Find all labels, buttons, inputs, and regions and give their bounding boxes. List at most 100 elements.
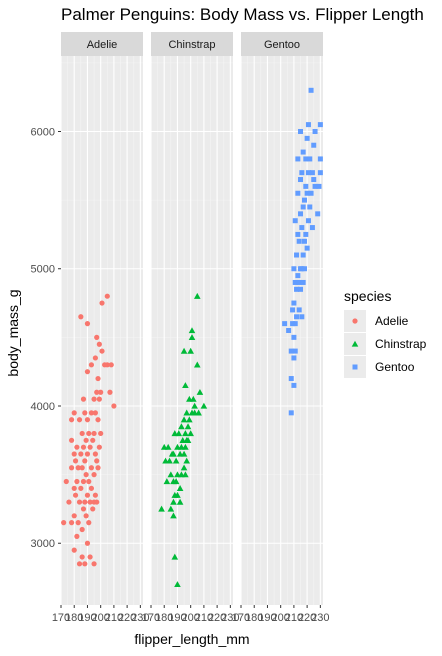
series-gentoo <box>282 87 323 416</box>
data-point <box>315 211 321 217</box>
data-point <box>282 321 288 327</box>
data-point <box>292 321 298 327</box>
data-point <box>87 499 93 505</box>
x-tick-label: 170 <box>232 612 250 624</box>
data-point <box>158 505 165 512</box>
panel-background <box>241 56 323 605</box>
data-point <box>300 204 306 210</box>
data-point <box>317 122 323 128</box>
y-tick-label: 4000 <box>31 401 55 413</box>
data-point <box>79 465 85 471</box>
data-point <box>163 478 171 485</box>
data-point <box>79 526 85 533</box>
data-point <box>316 183 322 189</box>
data-point <box>184 437 192 443</box>
data-point <box>82 499 88 505</box>
data-point <box>288 376 294 382</box>
data-point <box>91 396 97 402</box>
legend-label: Adelie <box>375 314 409 328</box>
data-point <box>95 465 101 471</box>
x-tick-label: 180 <box>155 612 173 624</box>
data-point <box>84 417 91 423</box>
x-tick-label: 220 <box>118 612 136 624</box>
data-point <box>193 361 201 368</box>
data-point <box>182 471 189 478</box>
data-point <box>196 388 204 395</box>
data-point <box>290 321 296 327</box>
data-point <box>295 190 301 196</box>
data-point <box>82 561 88 567</box>
data-point <box>292 218 298 224</box>
data-point <box>72 492 79 498</box>
data-point <box>88 362 95 368</box>
data-point <box>187 430 194 437</box>
data-point <box>107 389 113 395</box>
data-point <box>298 286 304 292</box>
data-point <box>172 457 180 464</box>
data-point <box>92 410 98 416</box>
data-point <box>176 498 184 505</box>
x-tick-label: 200 <box>91 612 109 624</box>
data-point <box>291 300 297 306</box>
data-point <box>180 464 188 471</box>
data-point <box>291 382 297 388</box>
x-tick-label: 190 <box>168 612 186 624</box>
data-point <box>98 430 104 437</box>
data-point <box>83 437 89 443</box>
data-point <box>95 417 101 423</box>
data-point <box>80 478 87 485</box>
data-point <box>82 458 88 464</box>
data-point <box>104 293 110 299</box>
data-point <box>91 472 97 478</box>
x-tick-label: 200 <box>271 612 289 624</box>
data-point <box>170 450 177 457</box>
data-point <box>309 170 315 176</box>
data-point <box>300 149 306 155</box>
data-point <box>98 389 104 395</box>
data-point <box>183 409 191 416</box>
data-point <box>88 410 95 416</box>
data-point <box>300 252 306 258</box>
x-tick-label: 230 <box>221 612 239 624</box>
y-tick-label: 5000 <box>31 264 55 276</box>
data-point <box>74 444 80 450</box>
data-point <box>78 485 84 491</box>
legend-symbol-square <box>352 364 358 370</box>
data-point <box>68 465 75 471</box>
x-tick-label: 220 <box>298 612 316 624</box>
data-point <box>104 362 110 368</box>
data-point <box>170 512 177 519</box>
legend-entry-chinstrap: Chinstrap <box>344 333 427 355</box>
data-point <box>307 156 313 162</box>
legend-title: species <box>344 288 391 304</box>
data-point <box>304 190 310 196</box>
data-point <box>71 485 77 491</box>
data-point <box>317 170 323 176</box>
data-point <box>182 443 189 450</box>
data-point <box>200 402 208 409</box>
data-point <box>299 225 305 231</box>
legend-label: Gentoo <box>375 360 415 374</box>
data-point <box>292 348 298 354</box>
data-point <box>84 369 91 375</box>
data-point <box>75 520 81 526</box>
facet-panels: Adelie170180190200210220230Chinstrap1701… <box>52 32 330 624</box>
data-point <box>90 437 96 443</box>
data-point <box>303 183 309 189</box>
data-point <box>91 561 97 567</box>
x-tick-label: 230 <box>311 612 329 624</box>
data-point <box>86 430 92 437</box>
data-point <box>295 156 301 162</box>
data-point <box>71 410 77 416</box>
data-point <box>80 506 87 512</box>
data-point <box>171 553 179 560</box>
data-point <box>84 451 91 457</box>
data-point <box>300 279 306 285</box>
data-point <box>182 430 189 437</box>
data-point <box>176 485 184 491</box>
data-point <box>80 396 87 402</box>
data-point <box>311 177 317 183</box>
data-point <box>167 471 175 478</box>
